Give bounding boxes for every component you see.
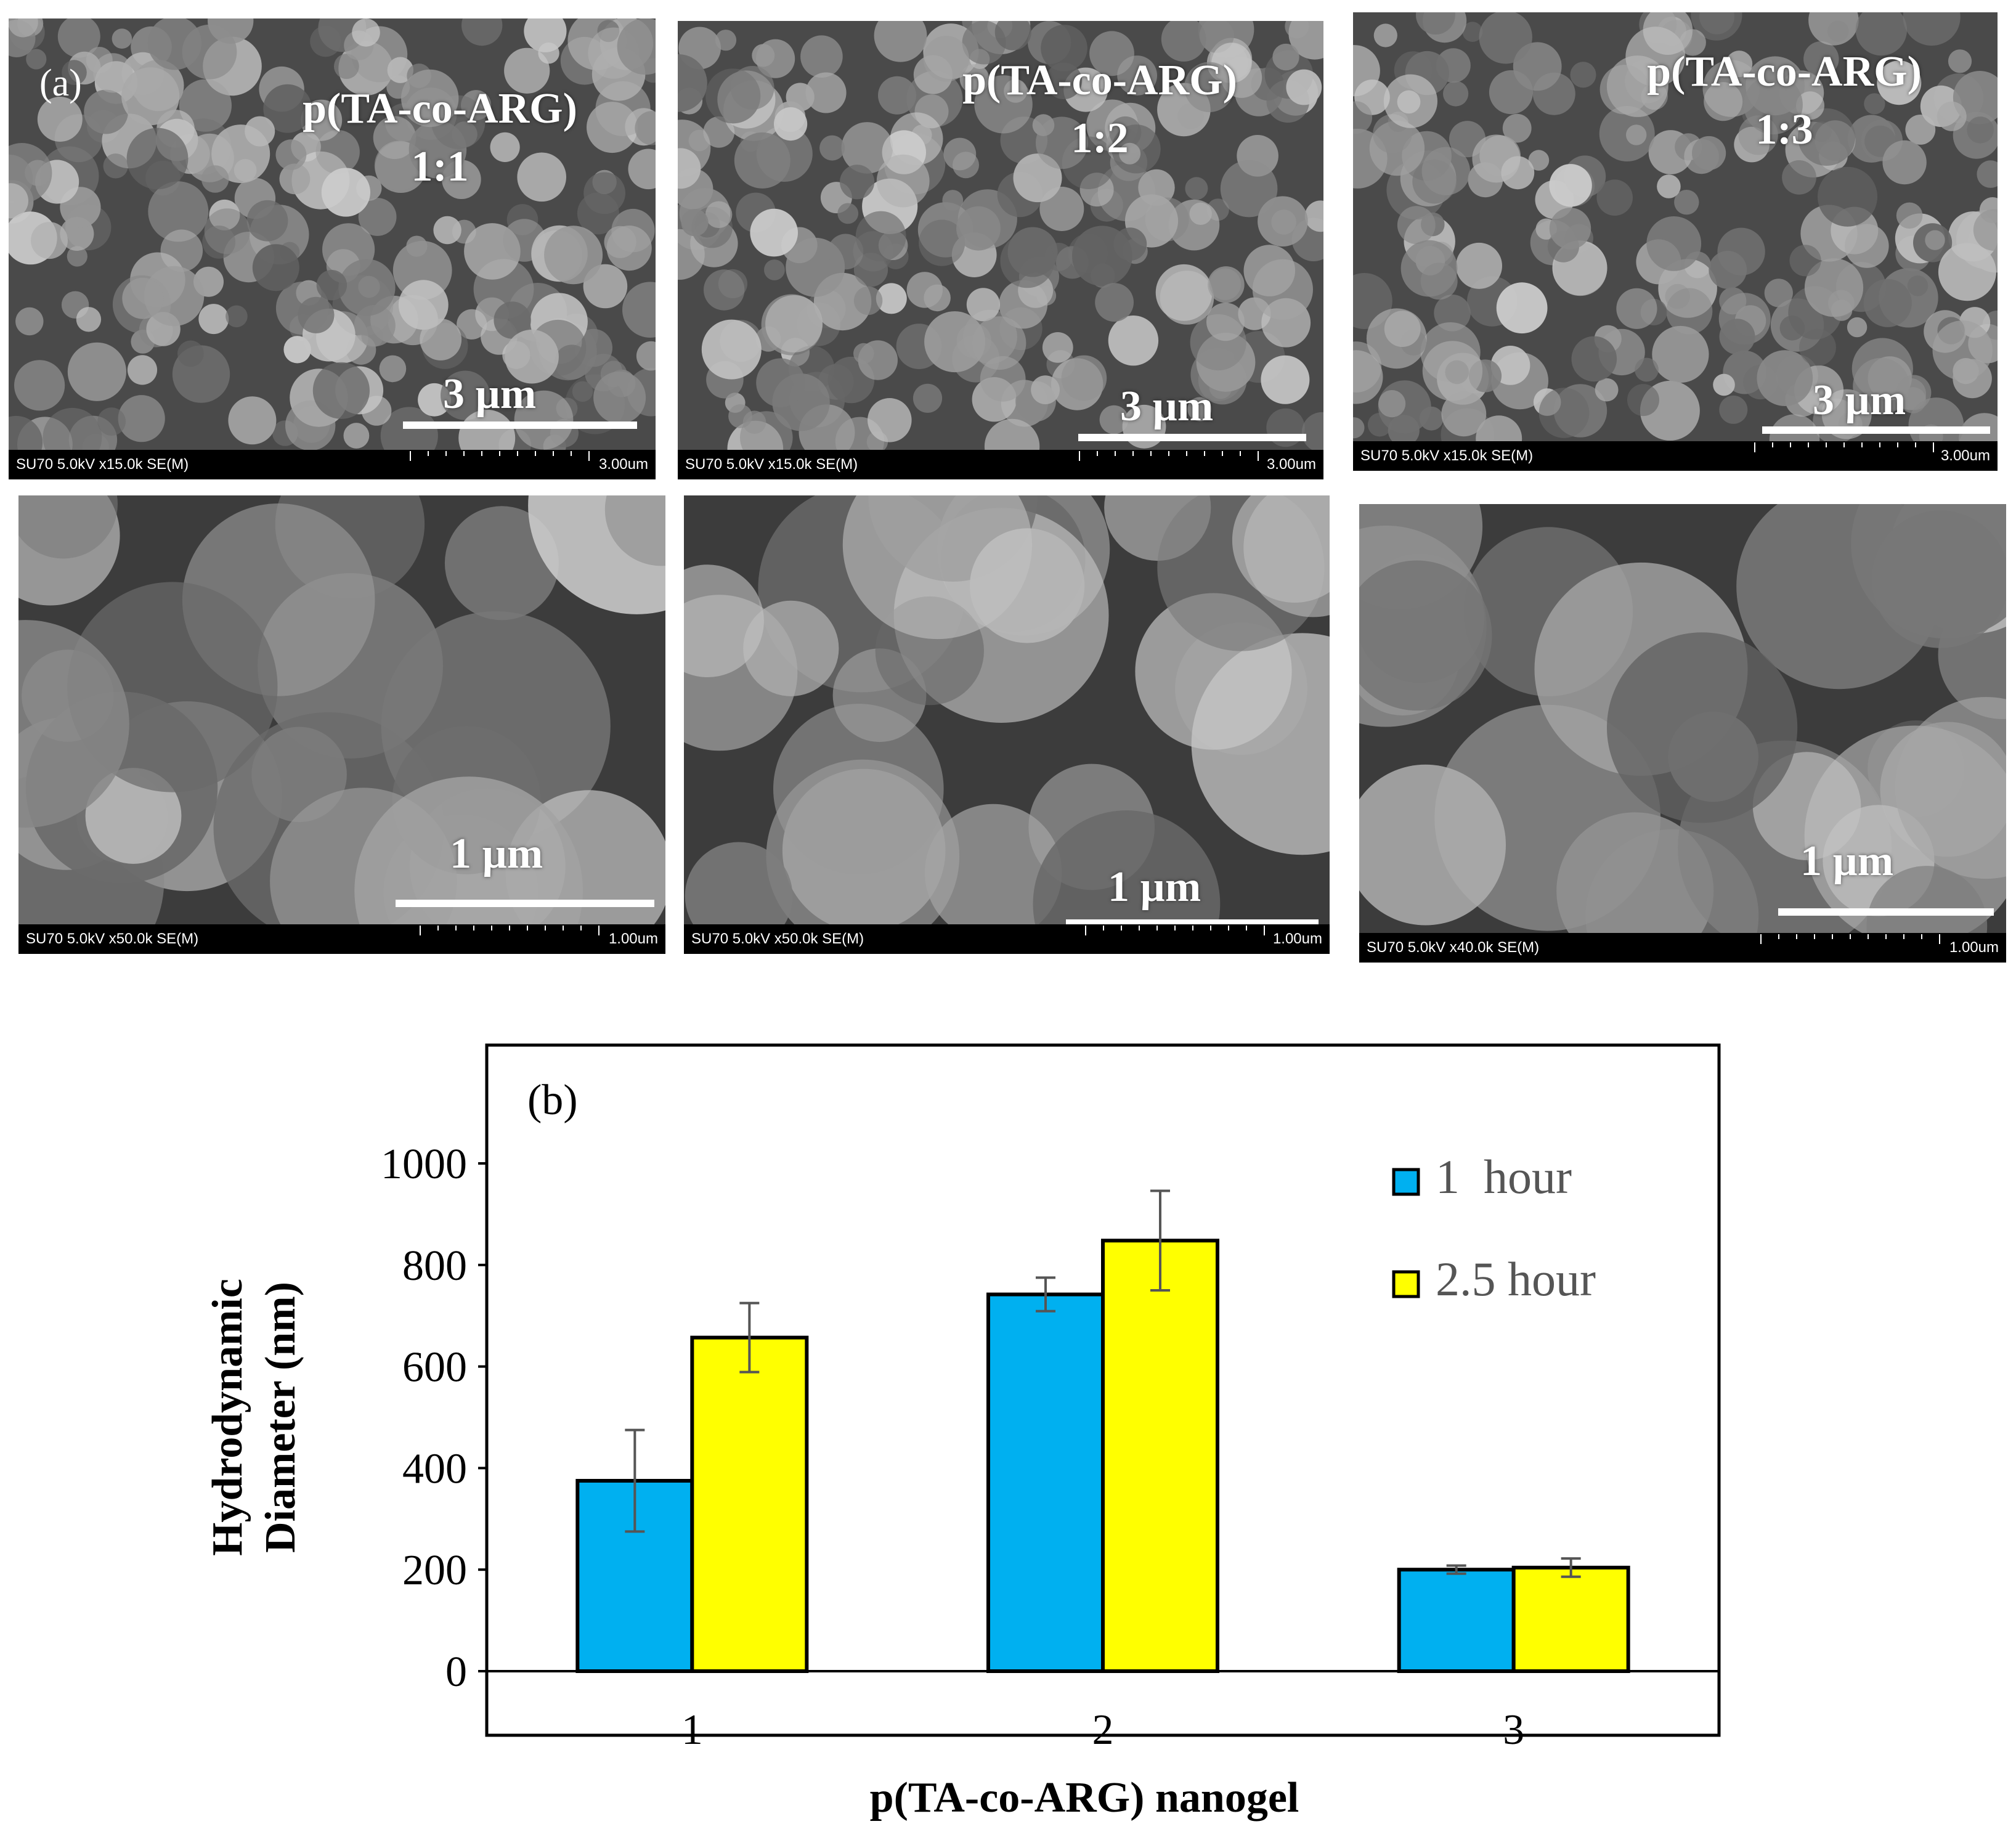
y-tick-label: 0 bbox=[445, 1648, 467, 1696]
info-bar: SU70 5.0kV x15.0k SE(M) 3.00um bbox=[9, 450, 656, 479]
error-bar bbox=[1036, 1276, 1055, 1313]
sem-title-line1: p(TA-co-ARG) bbox=[962, 57, 1237, 104]
info-bar-scale: 1.00um bbox=[1272, 930, 1322, 947]
y-axis-label-line2: Diameter (nm) bbox=[257, 1282, 304, 1553]
error-bar bbox=[1446, 1564, 1466, 1575]
scale-bar bbox=[1078, 434, 1306, 441]
info-bar-settings: SU70 5.0kV x50.0k SE(M) bbox=[691, 930, 864, 947]
scale-bar-label: 3 µm bbox=[443, 370, 537, 418]
scale-bar-label: 1 µm bbox=[450, 830, 543, 877]
legend-label: 1 hour bbox=[1436, 1150, 1572, 1203]
info-bar-scale: 3.00um bbox=[1266, 456, 1316, 473]
legend-label: 2.5 hour bbox=[1436, 1252, 1596, 1306]
x-tick-label: 1 bbox=[681, 1706, 703, 1754]
sem-panel-1-2-high: 1 µm SU70 5.0kV x50.0k SE(M) 1.00um bbox=[684, 495, 1330, 954]
sem-micrograph bbox=[684, 495, 1330, 924]
error-bar bbox=[625, 1428, 645, 1533]
info-bar-scale: 3.00um bbox=[1940, 447, 1990, 464]
panel-a-label: (a) bbox=[39, 62, 82, 104]
info-bar-scale: 1.00um bbox=[1949, 939, 1999, 956]
info-bar-settings: SU70 5.0kV x40.0k SE(M) bbox=[1367, 939, 1540, 956]
sem-micrograph bbox=[1359, 504, 2006, 933]
info-bar-settings: SU70 5.0kV x50.0k SE(M) bbox=[26, 930, 199, 947]
info-bar-ticks bbox=[1754, 442, 1934, 452]
y-tick-label: 800 bbox=[402, 1242, 467, 1290]
sem-panel-1-2-low: p(TA-co-ARG) 1:2 3 µm SU70 5.0kV x15.0k … bbox=[678, 21, 1323, 479]
scale-bar bbox=[403, 421, 637, 429]
y-axis-label-line1: Hydrodynamic bbox=[204, 1279, 251, 1556]
sem-title: p(TA-co-ARG) 1:3 bbox=[1612, 43, 1957, 159]
sem-micrograph bbox=[1353, 12, 1998, 441]
scale-bar bbox=[1778, 908, 1994, 916]
bar-series1-cat2 bbox=[986, 1292, 1105, 1673]
error-bar bbox=[739, 1301, 760, 1374]
info-bar: SU70 5.0kV x15.0k SE(M) 3.00um bbox=[678, 450, 1323, 479]
sem-title-line2: 1:2 bbox=[1071, 115, 1129, 162]
error-bar bbox=[1150, 1189, 1170, 1292]
info-bar-ticks bbox=[420, 926, 600, 935]
sem-panel-1-3-low: p(TA-co-ARG) 1:3 3 µm SU70 5.0kV x15.0k … bbox=[1353, 12, 1998, 471]
x-tick-label: 3 bbox=[1503, 1706, 1524, 1754]
info-bar-ticks bbox=[1760, 934, 1940, 944]
legend-swatch bbox=[1392, 1270, 1420, 1298]
sem-panel-1-3-high: 1 µm SU70 5.0kV x40.0k SE(M) 1.00um bbox=[1359, 504, 2006, 963]
sem-panel-1-1-low: (a) p(TA-co-ARG) 1:1 3 µm SU70 5.0kV x15… bbox=[9, 18, 656, 479]
info-bar: SU70 5.0kV x15.0k SE(M) 3.00um bbox=[1353, 441, 1998, 471]
info-bar-ticks bbox=[1085, 926, 1265, 935]
sem-title-line2: 1:3 bbox=[1755, 106, 1813, 153]
sem-title-line1: p(TA-co-ARG) bbox=[303, 85, 577, 132]
info-bar-settings: SU70 5.0kV x15.0k SE(M) bbox=[1360, 447, 1534, 464]
info-bar-scale: 1.00um bbox=[608, 930, 658, 947]
sem-title-line2: 1:1 bbox=[411, 143, 469, 190]
legend-swatch bbox=[1392, 1168, 1420, 1196]
info-bar-ticks bbox=[410, 451, 590, 461]
bar-chart: (b) 0 200 400 600 800 1000 1 2 3 1 hour 2.5 hour… bbox=[204, 1043, 1721, 1822]
sem-micrograph bbox=[18, 495, 665, 924]
bar-series2-cat3 bbox=[1511, 1565, 1630, 1673]
scale-bar-label: 1 µm bbox=[1800, 837, 1894, 885]
bar-series1-cat3 bbox=[1397, 1568, 1516, 1674]
bar-series2-cat1 bbox=[690, 1335, 809, 1673]
y-tick-label: 600 bbox=[402, 1344, 467, 1391]
legend: 1 hour 2.5 hour bbox=[1392, 1150, 1596, 1306]
panel-b-label: (b) bbox=[527, 1077, 578, 1124]
error-bar bbox=[1561, 1557, 1581, 1578]
info-bar: SU70 5.0kV x50.0k SE(M) 1.00um bbox=[684, 924, 1330, 954]
sem-title: p(TA-co-ARG) 1:1 bbox=[267, 80, 612, 196]
sem-micrograph bbox=[9, 18, 656, 450]
x-axis-label: p(TA-co-ARG) nanogel bbox=[870, 1774, 1299, 1822]
x-axis: 1 2 3 bbox=[487, 1670, 1719, 1754]
info-bar-settings: SU70 5.0kV x15.0k SE(M) bbox=[16, 456, 189, 473]
sem-panel-1-1-high: 1 µm SU70 5.0kV x50.0k SE(M) 1.00um bbox=[18, 495, 665, 954]
y-tick-label: 400 bbox=[402, 1445, 467, 1492]
sem-title: p(TA-co-ARG) 1:2 bbox=[924, 52, 1275, 168]
x-tick-label: 2 bbox=[1092, 1706, 1114, 1754]
info-bar-scale: 3.00um bbox=[598, 456, 648, 473]
scale-bar-label: 3 µm bbox=[1120, 383, 1214, 430]
legend-item: 2.5 hour bbox=[1392, 1252, 1596, 1306]
legend-item: 1 hour bbox=[1392, 1150, 1572, 1203]
info-bar-ticks bbox=[1079, 451, 1259, 461]
y-tick-label: 1000 bbox=[381, 1141, 467, 1188]
sem-micrograph bbox=[678, 21, 1323, 450]
scale-bar bbox=[396, 900, 654, 907]
sem-title-line1: p(TA-co-ARG) bbox=[1647, 48, 1922, 96]
scale-bar-label: 1 µm bbox=[1108, 863, 1201, 911]
scale-bar bbox=[1762, 426, 1990, 434]
info-bar: SU70 5.0kV x50.0k SE(M) 1.00um bbox=[18, 924, 665, 954]
bar-series2-cat2 bbox=[1101, 1239, 1219, 1673]
info-bar-settings: SU70 5.0kV x15.0k SE(M) bbox=[685, 456, 858, 473]
info-bar: SU70 5.0kV x40.0k SE(M) 1.00um bbox=[1359, 933, 2006, 963]
scale-bar-label: 3 µm bbox=[1813, 377, 1906, 424]
y-axis: 0 200 400 600 800 1000 bbox=[381, 1141, 487, 1696]
y-tick-label: 200 bbox=[402, 1547, 467, 1594]
